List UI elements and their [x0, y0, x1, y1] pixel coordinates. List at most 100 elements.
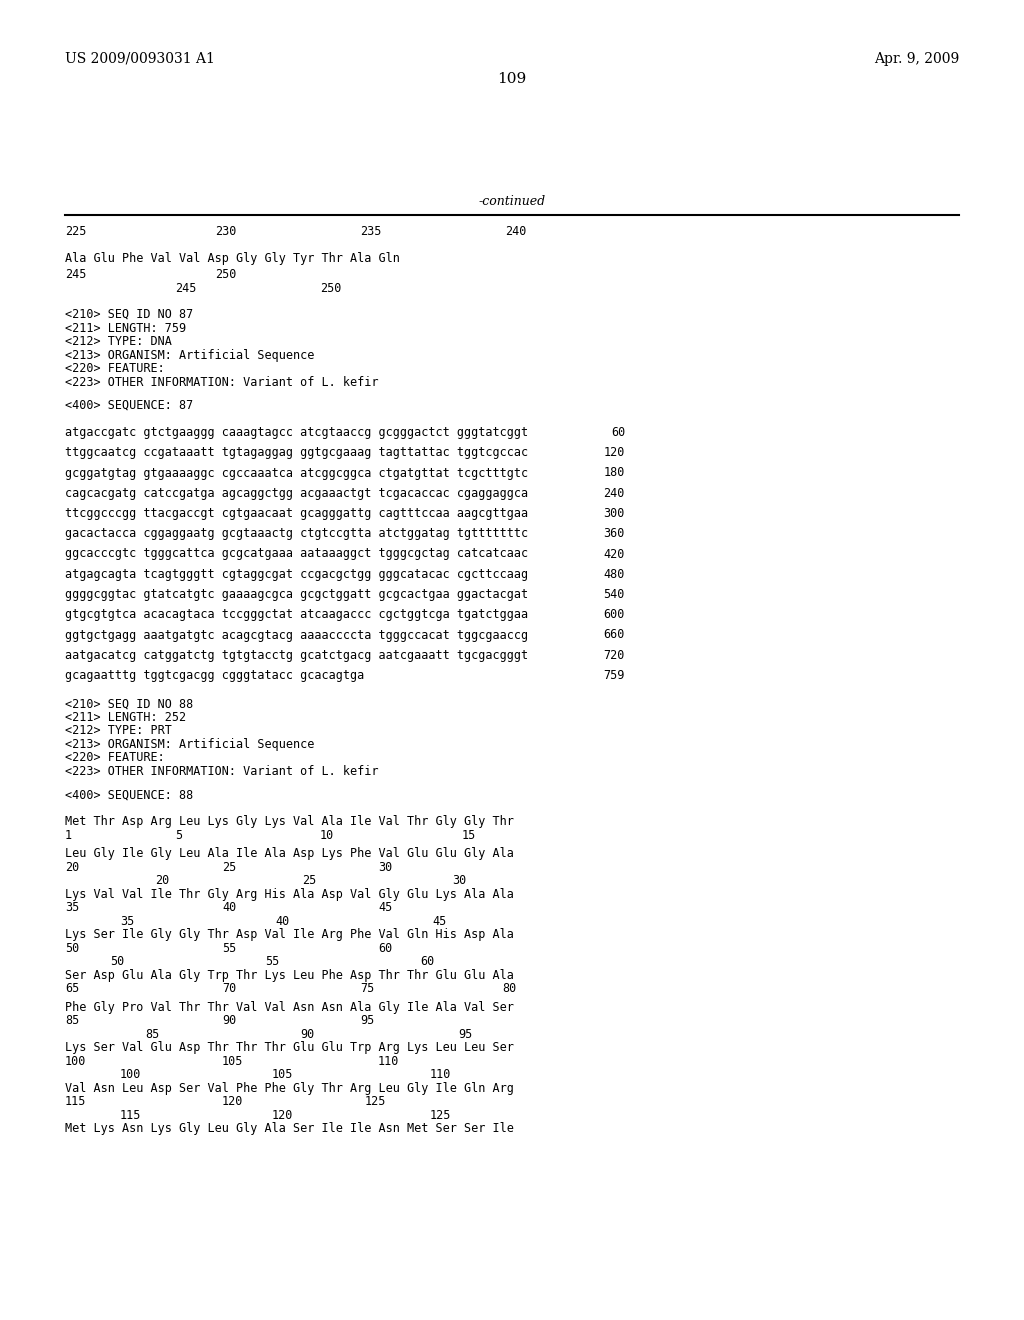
Text: 70: 70: [222, 982, 237, 995]
Text: gacactacca cggaggaatg gcgtaaactg ctgtccgtta atctggatag tgtttttttc: gacactacca cggaggaatg gcgtaaactg ctgtccg…: [65, 527, 528, 540]
Text: <213> ORGANISM: Artificial Sequence: <213> ORGANISM: Artificial Sequence: [65, 738, 314, 751]
Text: 45: 45: [432, 915, 446, 928]
Text: 660: 660: [603, 628, 625, 642]
Text: 420: 420: [603, 548, 625, 561]
Text: 90: 90: [300, 1028, 314, 1040]
Text: atgagcagta tcagtgggtt cgtaggcgat ccgacgctgg gggcatacac cgcttccaag: atgagcagta tcagtgggtt cgtaggcgat ccgacgc…: [65, 568, 528, 581]
Text: 115: 115: [120, 1109, 141, 1122]
Text: 10: 10: [319, 829, 334, 842]
Text: 240: 240: [603, 487, 625, 500]
Text: <212> TYPE: PRT: <212> TYPE: PRT: [65, 725, 172, 738]
Text: 110: 110: [378, 1055, 399, 1068]
Text: 40: 40: [222, 902, 237, 915]
Text: 40: 40: [275, 915, 289, 928]
Text: 50: 50: [65, 941, 79, 954]
Text: 65: 65: [65, 982, 79, 995]
Text: 55: 55: [265, 956, 280, 969]
Text: 25: 25: [302, 874, 316, 887]
Text: 125: 125: [365, 1096, 386, 1109]
Text: 60: 60: [610, 426, 625, 440]
Text: 225: 225: [65, 224, 86, 238]
Text: gtgcgtgtca acacagtaca tccgggctat atcaagaccc cgctggtcga tgatctggaa: gtgcgtgtca acacagtaca tccgggctat atcaaga…: [65, 609, 528, 622]
Text: <212> TYPE: DNA: <212> TYPE: DNA: [65, 335, 172, 348]
Text: aatgacatcg catggatctg tgtgtacctg gcatctgacg aatcgaaatt tgcgacgggt: aatgacatcg catggatctg tgtgtacctg gcatctg…: [65, 648, 528, 661]
Text: 245: 245: [65, 268, 86, 281]
Text: 35: 35: [65, 902, 79, 915]
Text: 120: 120: [272, 1109, 293, 1122]
Text: <220> FEATURE:: <220> FEATURE:: [65, 751, 165, 764]
Text: 30: 30: [378, 861, 392, 874]
Text: 30: 30: [452, 874, 466, 887]
Text: 100: 100: [120, 1068, 141, 1081]
Text: 75: 75: [360, 982, 374, 995]
Text: Apr. 9, 2009: Apr. 9, 2009: [873, 51, 959, 66]
Text: 85: 85: [145, 1028, 160, 1040]
Text: 235: 235: [360, 224, 381, 238]
Text: 105: 105: [272, 1068, 293, 1081]
Text: -continued: -continued: [478, 195, 546, 209]
Text: 180: 180: [603, 466, 625, 479]
Text: 120: 120: [222, 1096, 244, 1109]
Text: 50: 50: [110, 956, 124, 969]
Text: Met Lys Asn Lys Gly Leu Gly Ala Ser Ile Ile Asn Met Ser Ser Ile: Met Lys Asn Lys Gly Leu Gly Ala Ser Ile …: [65, 1122, 514, 1135]
Text: Met Thr Asp Arg Leu Lys Gly Lys Val Ala Ile Val Thr Gly Gly Thr: Met Thr Asp Arg Leu Lys Gly Lys Val Ala …: [65, 816, 514, 828]
Text: 95: 95: [360, 1014, 374, 1027]
Text: Lys Val Val Ile Thr Gly Arg His Ala Asp Val Gly Glu Lys Ala Ala: Lys Val Val Ile Thr Gly Arg His Ala Asp …: [65, 888, 514, 900]
Text: 1: 1: [65, 829, 72, 842]
Text: Lys Ser Val Glu Asp Thr Thr Thr Glu Glu Trp Arg Lys Leu Leu Ser: Lys Ser Val Glu Asp Thr Thr Thr Glu Glu …: [65, 1041, 514, 1055]
Text: 720: 720: [603, 648, 625, 661]
Text: Lys Ser Ile Gly Gly Thr Asp Val Ile Arg Phe Val Gln His Asp Ala: Lys Ser Ile Gly Gly Thr Asp Val Ile Arg …: [65, 928, 514, 941]
Text: 300: 300: [603, 507, 625, 520]
Text: 60: 60: [378, 941, 392, 954]
Text: Ala Glu Phe Val Val Asp Gly Gly Tyr Thr Ala Gln: Ala Glu Phe Val Val Asp Gly Gly Tyr Thr …: [65, 252, 400, 265]
Text: <400> SEQUENCE: 87: <400> SEQUENCE: 87: [65, 399, 194, 412]
Text: <213> ORGANISM: Artificial Sequence: <213> ORGANISM: Artificial Sequence: [65, 348, 314, 362]
Text: 110: 110: [430, 1068, 452, 1081]
Text: <211> LENGTH: 759: <211> LENGTH: 759: [65, 322, 186, 334]
Text: 240: 240: [505, 224, 526, 238]
Text: 100: 100: [65, 1055, 86, 1068]
Text: <211> LENGTH: 252: <211> LENGTH: 252: [65, 710, 186, 723]
Text: 245: 245: [175, 282, 197, 294]
Text: Val Asn Leu Asp Ser Val Phe Phe Gly Thr Arg Leu Gly Ile Gln Arg: Val Asn Leu Asp Ser Val Phe Phe Gly Thr …: [65, 1082, 514, 1094]
Text: 55: 55: [222, 941, 237, 954]
Text: 250: 250: [215, 268, 237, 281]
Text: 60: 60: [420, 956, 434, 969]
Text: 20: 20: [155, 874, 169, 887]
Text: gcggatgtag gtgaaaaggc cgccaaatca atcggcggca ctgatgttat tcgctttgtc: gcggatgtag gtgaaaaggc cgccaaatca atcggcg…: [65, 466, 528, 479]
Text: ggtgctgagg aaatgatgtc acagcgtacg aaaaccccta tgggccacat tggcgaaccg: ggtgctgagg aaatgatgtc acagcgtacg aaaaccc…: [65, 628, 528, 642]
Text: <210> SEQ ID NO 87: <210> SEQ ID NO 87: [65, 308, 194, 321]
Text: ggggcggtac gtatcatgtc gaaaagcgca gcgctggatt gcgcactgaa ggactacgat: ggggcggtac gtatcatgtc gaaaagcgca gcgctgg…: [65, 587, 528, 601]
Text: Ser Asp Glu Ala Gly Trp Thr Lys Leu Phe Asp Thr Thr Glu Glu Ala: Ser Asp Glu Ala Gly Trp Thr Lys Leu Phe …: [65, 969, 514, 982]
Text: 540: 540: [603, 587, 625, 601]
Text: 759: 759: [603, 669, 625, 682]
Text: 80: 80: [502, 982, 516, 995]
Text: ttcggcccgg ttacgaccgt cgtgaacaat gcagggattg cagtttccaa aagcgttgaa: ttcggcccgg ttacgaccgt cgtgaacaat gcaggga…: [65, 507, 528, 520]
Text: 5: 5: [175, 829, 182, 842]
Text: ttggcaatcg ccgataaatt tgtagaggag ggtgcgaaag tagttattac tggtcgccac: ttggcaatcg ccgataaatt tgtagaggag ggtgcga…: [65, 446, 528, 459]
Text: 230: 230: [215, 224, 237, 238]
Text: 85: 85: [65, 1014, 79, 1027]
Text: 105: 105: [222, 1055, 244, 1068]
Text: 45: 45: [378, 902, 392, 915]
Text: 360: 360: [603, 527, 625, 540]
Text: <220> FEATURE:: <220> FEATURE:: [65, 362, 165, 375]
Text: 95: 95: [458, 1028, 472, 1040]
Text: 15: 15: [462, 829, 476, 842]
Text: cagcacgatg catccgatga agcaggctgg acgaaactgt tcgacaccac cgaggaggca: cagcacgatg catccgatga agcaggctgg acgaaac…: [65, 487, 528, 500]
Text: <223> OTHER INFORMATION: Variant of L. kefir: <223> OTHER INFORMATION: Variant of L. k…: [65, 375, 379, 388]
Text: 90: 90: [222, 1014, 237, 1027]
Text: 250: 250: [319, 282, 341, 294]
Text: 35: 35: [120, 915, 134, 928]
Text: <223> OTHER INFORMATION: Variant of L. kefir: <223> OTHER INFORMATION: Variant of L. k…: [65, 764, 379, 777]
Text: ggcacccgtc tgggcattca gcgcatgaaa aataaaggct tgggcgctag catcatcaac: ggcacccgtc tgggcattca gcgcatgaaa aataaag…: [65, 548, 528, 561]
Text: 109: 109: [498, 73, 526, 86]
Text: 115: 115: [65, 1096, 86, 1109]
Text: US 2009/0093031 A1: US 2009/0093031 A1: [65, 51, 215, 66]
Text: gcagaatttg tggtcgacgg cgggtatacc gcacagtga: gcagaatttg tggtcgacgg cgggtatacc gcacagt…: [65, 669, 365, 682]
Text: Phe Gly Pro Val Thr Thr Val Val Asn Asn Ala Gly Ile Ala Val Ser: Phe Gly Pro Val Thr Thr Val Val Asn Asn …: [65, 1001, 514, 1014]
Text: 480: 480: [603, 568, 625, 581]
Text: 25: 25: [222, 861, 237, 874]
Text: 20: 20: [65, 861, 79, 874]
Text: 120: 120: [603, 446, 625, 459]
